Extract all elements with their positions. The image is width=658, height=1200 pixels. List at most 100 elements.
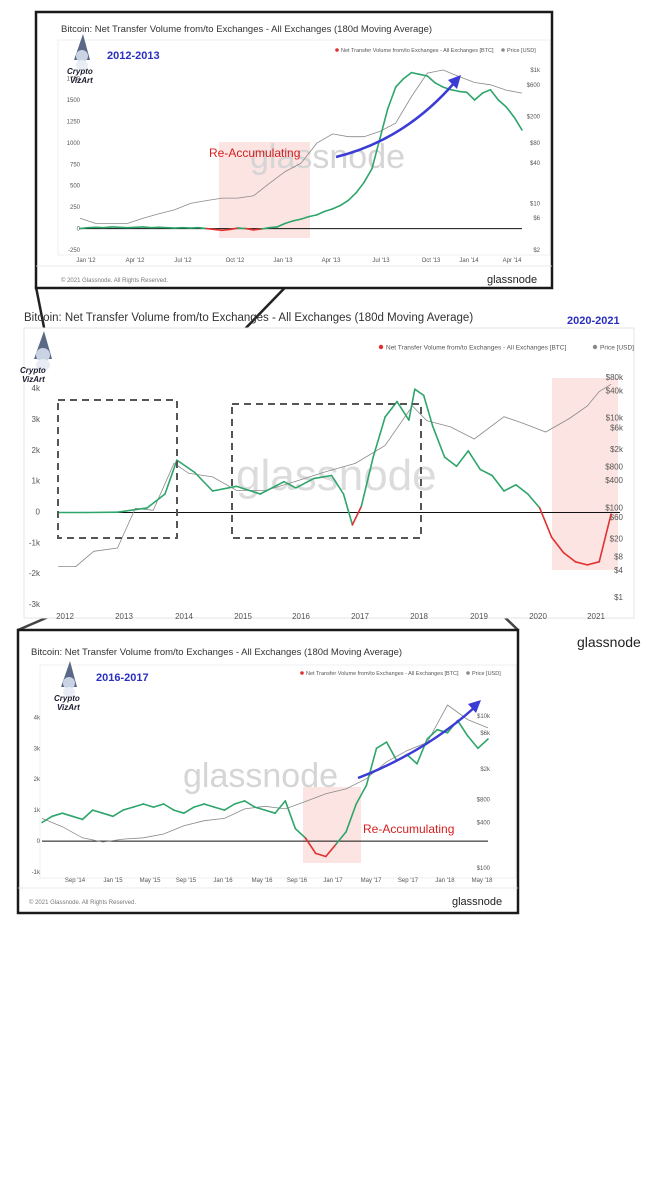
net-volume-segment bbox=[410, 71, 421, 76]
net-volume-segment bbox=[243, 800, 256, 808]
net-volume-segment bbox=[385, 741, 398, 762]
net-volume-segment bbox=[79, 226, 89, 230]
net-volume-segment bbox=[360, 456, 375, 508]
net-volume-segment bbox=[122, 806, 134, 811]
net-volume-segment bbox=[295, 477, 315, 489]
copyright: © 2021 Glassnode. All Rights Reserved. bbox=[29, 899, 136, 906]
net-volume-segment bbox=[233, 800, 246, 805]
net-volume-segment bbox=[274, 800, 287, 815]
y2-tick-label: $2k bbox=[480, 767, 491, 773]
y2-tick-label: $1 bbox=[614, 593, 623, 602]
net-volume-segment bbox=[434, 82, 444, 88]
net-volume-segment bbox=[292, 218, 302, 222]
y2-tick-label: $10k bbox=[477, 714, 491, 720]
y-tick-label: 0 bbox=[36, 508, 41, 517]
net-volume-segment bbox=[205, 227, 215, 231]
annotation-text: Re-Accumulating bbox=[209, 146, 300, 160]
y-tick-label: 1k bbox=[34, 808, 41, 814]
y-tick-label: -250 bbox=[68, 248, 81, 254]
net-volume-segment bbox=[505, 106, 515, 118]
x-tick-label: 2016 bbox=[292, 612, 310, 621]
highlight-region bbox=[552, 378, 618, 570]
x-tick-label: May '17 bbox=[361, 878, 382, 884]
svg-text:Crypto: Crypto bbox=[67, 67, 93, 76]
net-volume-segment bbox=[102, 812, 114, 818]
net-volume-segment bbox=[91, 809, 104, 815]
x-tick-label: Jul '12 bbox=[174, 258, 192, 264]
y2-tick-label: $10 bbox=[530, 201, 541, 207]
net-volume-segment bbox=[458, 90, 468, 94]
legend-item-net: Net Transfer Volume from/to Exchanges - … bbox=[341, 48, 494, 54]
svg-text:Crypto: Crypto bbox=[54, 694, 80, 703]
net-volume-segment bbox=[235, 485, 262, 495]
brand-logo: glassnode bbox=[577, 634, 641, 650]
net-volume-segment bbox=[365, 747, 378, 787]
chart-2012-2013: Bitcoin: Net Transfer Volume from/to Exc… bbox=[34, 10, 554, 290]
net-volume-segment bbox=[193, 803, 205, 808]
net-volume-segment bbox=[61, 812, 74, 818]
x-tick-label: May '18 bbox=[472, 878, 493, 884]
chart-title: Bitcoin: Net Transfer Volume from/to Exc… bbox=[24, 312, 473, 324]
y-tick-label: 3k bbox=[34, 746, 41, 752]
net-volume-segment bbox=[489, 88, 500, 101]
x-tick-label: Jan '17 bbox=[323, 878, 343, 884]
legend-dot-icon bbox=[300, 671, 304, 675]
arrowhead bbox=[468, 700, 481, 713]
net-volume-segment bbox=[406, 753, 418, 765]
x-tick-label: Apr '12 bbox=[126, 258, 145, 264]
net-volume-segment bbox=[363, 167, 373, 184]
net-volume-segment bbox=[259, 480, 285, 495]
net-volume-segment bbox=[473, 92, 484, 101]
net-volume-segment bbox=[450, 88, 460, 93]
net-volume-segment bbox=[342, 493, 354, 526]
legend-dot-icon bbox=[335, 48, 339, 52]
y2-tick-label: $8 bbox=[614, 552, 623, 561]
net-volume-segment bbox=[102, 226, 113, 229]
net-volume-segment bbox=[112, 809, 124, 818]
net-volume-segment bbox=[300, 215, 310, 220]
x-tick-label: Sep '14 bbox=[65, 878, 86, 884]
y-tick-label: 500 bbox=[70, 184, 81, 190]
net-volume-segment bbox=[294, 827, 307, 839]
net-volume-segment bbox=[132, 803, 145, 808]
x-tick-label: Jan '15 bbox=[103, 878, 123, 884]
net-volume-segment bbox=[526, 493, 541, 509]
wizard-logo-icon: Crypto VizArt bbox=[67, 34, 93, 85]
net-volume-segment bbox=[491, 474, 505, 492]
net-volume-segment bbox=[355, 181, 365, 194]
y-tick-label: -2k bbox=[29, 569, 41, 578]
net-volume-segment bbox=[330, 474, 345, 495]
y-tick-label: -1k bbox=[29, 538, 41, 547]
x-tick-label: Jan '16 bbox=[213, 878, 233, 884]
legend-dot-icon bbox=[466, 671, 470, 675]
net-volume-segment bbox=[436, 728, 449, 734]
svg-text:VizArt: VizArt bbox=[22, 375, 45, 384]
net-volume-segment bbox=[386, 86, 397, 110]
y-tick-label: 1500 bbox=[67, 98, 81, 104]
net-volume-segment bbox=[402, 71, 413, 80]
y2-tick-label: $6 bbox=[533, 216, 540, 222]
x-tick-label: 2018 bbox=[410, 612, 428, 621]
net-volume-segment bbox=[513, 116, 523, 131]
chart-legend: Net Transfer Volume from/to Exchanges - … bbox=[378, 345, 634, 352]
net-volume-segment bbox=[71, 815, 84, 821]
net-volume-segment bbox=[351, 505, 363, 526]
watermark: glassnode bbox=[236, 451, 437, 500]
x-tick-label: 2017 bbox=[351, 612, 369, 621]
price-series-line bbox=[79, 69, 523, 224]
y2-tick-label: $200 bbox=[527, 115, 541, 121]
x-tick-label: Jan '13 bbox=[273, 258, 293, 264]
net-volume-segment bbox=[426, 728, 439, 740]
legend-item-price: Price [USD] bbox=[472, 671, 501, 677]
x-tick-label: Jul '13 bbox=[372, 258, 390, 264]
net-volume-segment bbox=[538, 507, 553, 539]
y-tick-label: 2k bbox=[32, 446, 41, 455]
net-volume-segment bbox=[146, 493, 166, 509]
net-volume-segment bbox=[331, 204, 342, 210]
net-volume-segment bbox=[152, 803, 165, 808]
highlight-region bbox=[219, 142, 310, 238]
legend-dot-icon bbox=[501, 48, 505, 52]
net-volume-segment bbox=[384, 400, 398, 418]
wizard-logo-icon: Crypto VizArt bbox=[20, 331, 52, 384]
